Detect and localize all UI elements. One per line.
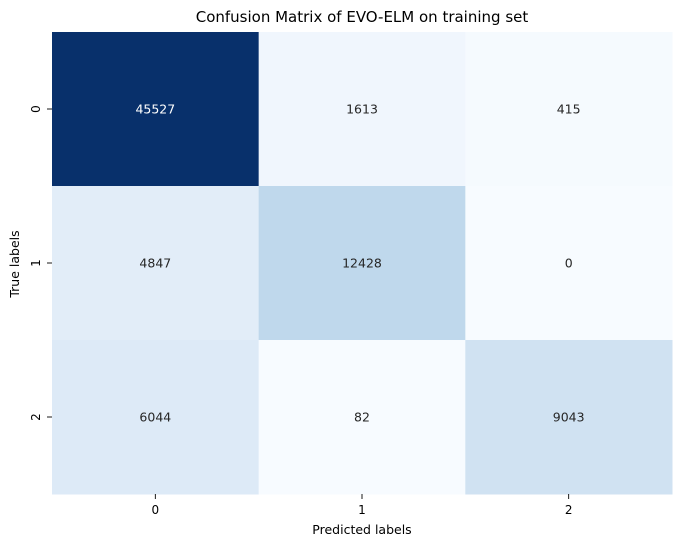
heatmap-cell-1-1 <box>258 186 466 341</box>
x-tick-label-1: 1 <box>358 503 366 517</box>
heatmap-cells <box>52 32 673 495</box>
cell-value-0-2: 415 <box>557 102 581 117</box>
heatmap-cell-2-0 <box>52 340 260 495</box>
x-tick-label-0: 0 <box>152 503 160 517</box>
heatmap-cell-1-2 <box>465 186 673 341</box>
heatmap-cell-1-0 <box>52 186 260 341</box>
heatmap-cell-2-1 <box>258 340 466 495</box>
cell-annotations: 45527 1613 415 4847 12428 0 6044 82 9043 <box>135 102 584 425</box>
y-tick-label-1: 1 <box>29 259 43 267</box>
heatmap-cell-0-0 <box>52 32 260 187</box>
cell-value-2-0: 6044 <box>139 410 171 425</box>
x-axis-label: Predicted labels <box>312 522 411 537</box>
cell-value-1-1: 12428 <box>342 256 382 271</box>
heatmap-cell-2-2 <box>465 340 673 495</box>
cell-value-1-0: 4847 <box>139 256 171 271</box>
cell-value-0-0: 45527 <box>135 102 175 117</box>
cell-value-2-1: 82 <box>354 410 370 425</box>
heatmap-cell-0-2 <box>465 32 673 187</box>
heatmap-cell-0-1 <box>258 32 466 187</box>
y-tick-label-0: 0 <box>29 105 43 113</box>
y-axis-ticks: 0 1 2 <box>29 105 52 421</box>
cell-value-1-2: 0 <box>565 256 573 271</box>
cell-value-0-1: 1613 <box>346 102 378 117</box>
y-axis-label: True labels <box>7 230 22 298</box>
y-tick-label-2: 2 <box>29 413 43 421</box>
cell-value-2-2: 9043 <box>553 410 585 425</box>
x-axis-ticks: 0 1 2 <box>152 494 573 517</box>
x-tick-label-2: 2 <box>565 503 573 517</box>
chart-title: Confusion Matrix of EVO-ELM on training … <box>196 8 529 26</box>
